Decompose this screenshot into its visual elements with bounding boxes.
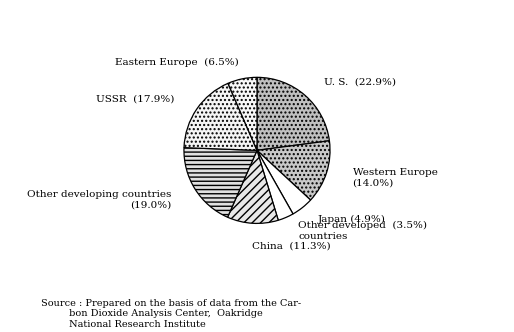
Wedge shape	[257, 141, 330, 200]
Wedge shape	[228, 77, 257, 150]
Text: Other developed  (3.5%)
countries: Other developed (3.5%) countries	[299, 221, 428, 241]
Text: China  (11.3%): China (11.3%)	[252, 241, 331, 250]
Text: U. S.  (22.9%): U. S. (22.9%)	[324, 77, 396, 86]
Text: Japan (4.9%): Japan (4.9%)	[318, 214, 386, 224]
Wedge shape	[228, 150, 278, 223]
Text: USSR  (17.9%): USSR (17.9%)	[97, 94, 175, 103]
Text: Eastern Europe  (6.5%): Eastern Europe (6.5%)	[116, 58, 239, 67]
Text: Source : Prepared on the basis of data from the Car-
         bon Dioxide Analys: Source : Prepared on the basis of data f…	[41, 299, 301, 329]
Wedge shape	[184, 148, 257, 217]
Wedge shape	[184, 83, 257, 150]
Text: Other developing countries
(19.0%): Other developing countries (19.0%)	[27, 190, 171, 210]
Text: Western Europe
(14.0%): Western Europe (14.0%)	[353, 168, 437, 188]
Wedge shape	[257, 150, 310, 214]
Wedge shape	[257, 77, 329, 150]
Wedge shape	[257, 150, 293, 220]
